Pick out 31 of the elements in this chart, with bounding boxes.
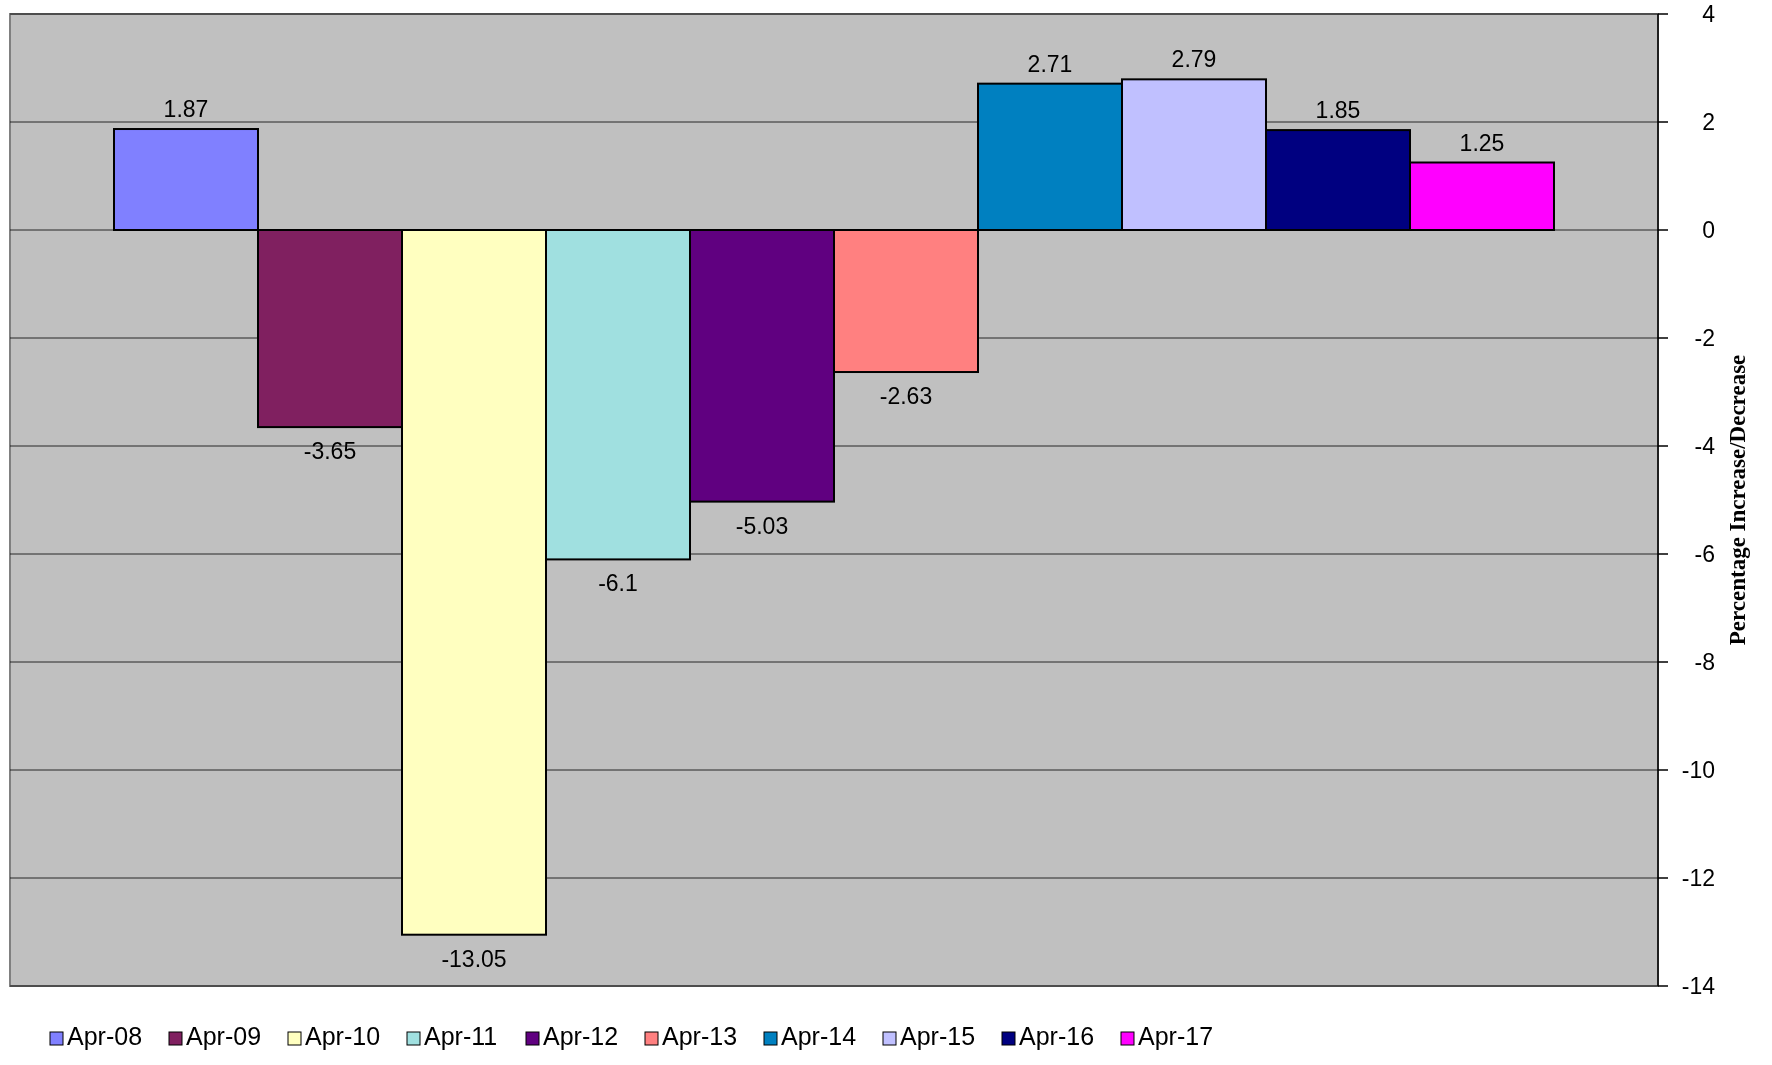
legend-label: Apr-09 bbox=[186, 1022, 262, 1050]
data-label: 1.85 bbox=[1315, 97, 1361, 124]
y-tick-label: 4 bbox=[1702, 1, 1716, 27]
y-tick-label: -8 bbox=[1694, 649, 1715, 675]
y-tick-label: -4 bbox=[1694, 433, 1716, 459]
y-tick-label: 2 bbox=[1702, 109, 1715, 135]
y-tick-label: -2 bbox=[1694, 325, 1715, 351]
y-tick-label: -12 bbox=[1681, 865, 1715, 891]
legend-label: Apr-12 bbox=[543, 1022, 619, 1050]
data-label: -6.1 bbox=[598, 570, 638, 597]
legend-label: Apr-10 bbox=[305, 1022, 381, 1050]
data-label: 1.25 bbox=[1459, 129, 1505, 156]
data-label: -3.65 bbox=[303, 438, 357, 465]
legend-label: Apr-13 bbox=[662, 1022, 738, 1050]
y-tick-label: -14 bbox=[1681, 973, 1716, 999]
y-tick-label: -6 bbox=[1694, 541, 1715, 567]
legend-label: Apr-15 bbox=[900, 1022, 976, 1050]
data-label: 1.87 bbox=[163, 96, 209, 123]
data-label: -13.05 bbox=[441, 945, 507, 972]
legend-label: Apr-11 bbox=[424, 1022, 498, 1050]
y-tick-label: -10 bbox=[1681, 757, 1715, 783]
legend-label: Apr-14 bbox=[781, 1022, 857, 1050]
legend-label: Apr-08 bbox=[67, 1022, 143, 1050]
data-label: -5.03 bbox=[735, 512, 789, 539]
data-label: 2.71 bbox=[1027, 50, 1073, 77]
y-tick-label: 0 bbox=[1702, 217, 1715, 243]
legend-label: Apr-17 bbox=[1138, 1022, 1214, 1050]
data-label: -2.63 bbox=[879, 383, 933, 410]
y-axis-title: Percentage Increase/Decrease bbox=[1725, 354, 1750, 646]
legend-label: Apr-16 bbox=[1019, 1022, 1095, 1050]
data-label: 2.79 bbox=[1171, 46, 1217, 73]
